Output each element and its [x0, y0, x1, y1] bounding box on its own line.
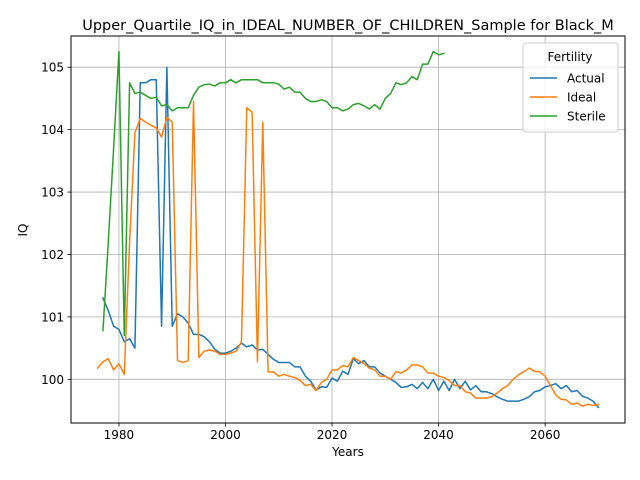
series-line-sterile	[102, 50, 445, 337]
axis-ticks: 1980 2000 2020 2040 2060 100 101 102 103 104 105	[41, 61, 560, 442]
legend-label-sterile: Sterile	[567, 110, 606, 124]
series-line-actual	[101, 66, 600, 409]
plot-lines	[96, 50, 600, 409]
x-tick-label: 2000	[210, 428, 241, 442]
plot-frame	[70, 35, 626, 424]
y-tick-label: 102	[41, 248, 64, 262]
x-tick-label: 2020	[317, 428, 348, 442]
chart-title: Upper_Quartile_IQ_in_IDEAL_NUMBER_OF_CHI…	[82, 18, 614, 34]
y-tick-label: 105	[41, 61, 64, 75]
legend-title: Fertility	[547, 50, 592, 64]
y-axis-label: IQ	[16, 224, 30, 237]
legend-label-ideal: Ideal	[567, 91, 596, 105]
x-tick-label: 1980	[104, 428, 135, 442]
x-tick-label: 2040	[423, 428, 454, 442]
legend-label-actual: Actual	[567, 72, 605, 86]
y-tick-label: 103	[41, 186, 64, 200]
legend: Fertility Actual Ideal Sterile	[522, 42, 619, 133]
x-axis-label: Years	[331, 445, 364, 459]
y-tick-label: 104	[41, 123, 64, 137]
legend-box	[522, 42, 619, 133]
x-tick-label: 2060	[530, 428, 561, 442]
y-tick-label: 100	[41, 373, 64, 387]
series-line-ideal	[96, 100, 600, 407]
y-tick-label: 101	[41, 310, 64, 324]
